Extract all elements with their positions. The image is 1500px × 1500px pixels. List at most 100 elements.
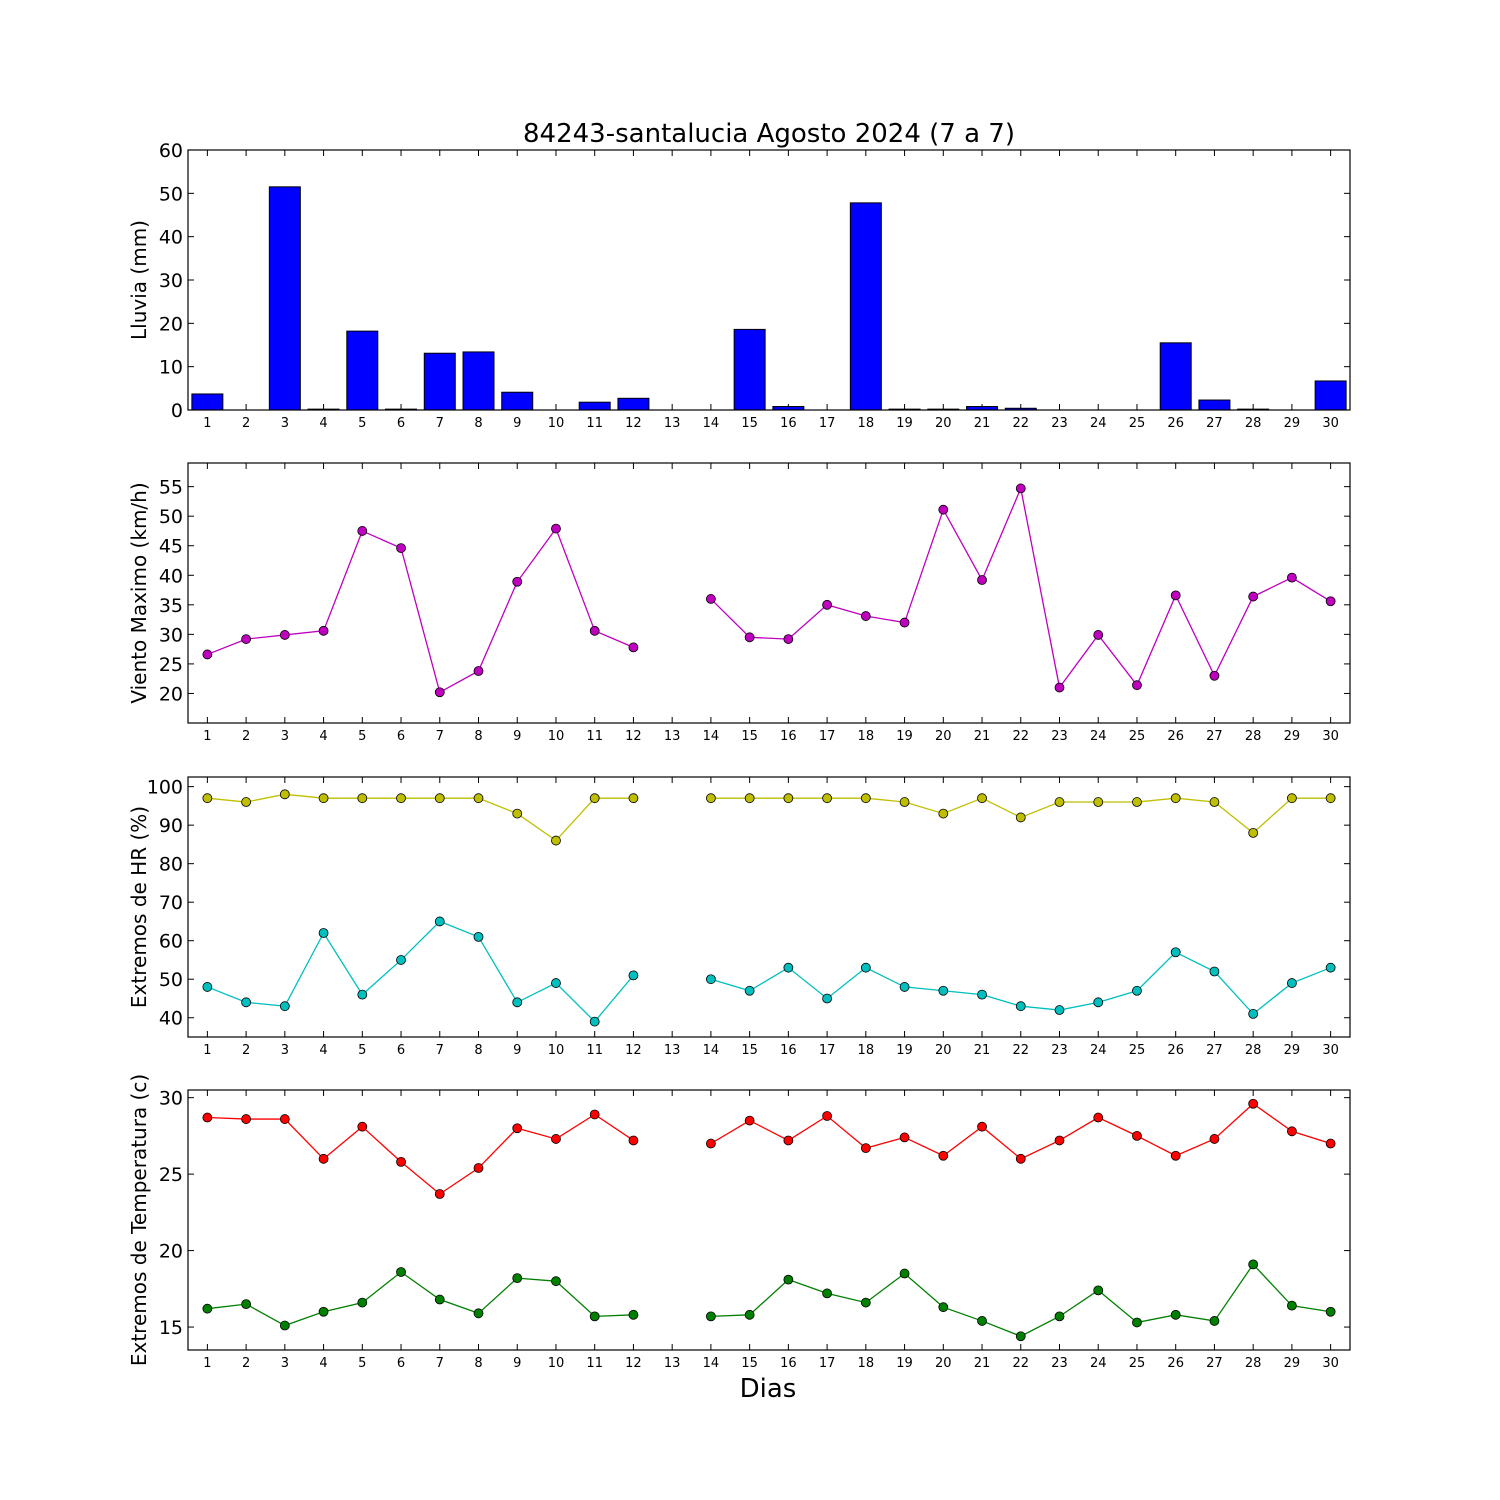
- temperature-xtick-label: 19: [896, 1356, 913, 1371]
- temperature-xtick-label: 18: [858, 1356, 875, 1371]
- humidity-series-1-point: [241, 997, 252, 1008]
- temperature-series-0-point: [1015, 1153, 1026, 1164]
- rainfall-xtick-label: 23: [1051, 416, 1068, 431]
- humidity-xtick-label: 5: [358, 1043, 366, 1058]
- humidity-xtick-label: 2: [242, 1043, 250, 1058]
- temperature-series-1-point: [357, 1297, 368, 1308]
- x-axis-label: Dias: [740, 1374, 797, 1404]
- temperature-series-0-point: [1325, 1138, 1336, 1149]
- humidity-series-0-point: [1170, 793, 1181, 804]
- max-wind-xtick-label: 17: [819, 729, 836, 744]
- humidity-series-1-point: [1170, 947, 1181, 958]
- temperature-series-1-point: [1325, 1306, 1336, 1317]
- temperature-series-1-point: [202, 1303, 213, 1314]
- temperature-series-1-point: [899, 1268, 910, 1279]
- temperature-series-1-point: [473, 1308, 484, 1319]
- temperature-series-0-point: [628, 1135, 639, 1146]
- max-wind-xtick-label: 16: [780, 729, 797, 744]
- humidity-xtick-label: 17: [819, 1043, 836, 1058]
- max-wind-y-axis-label: Viento Maximo (km/h): [127, 482, 151, 703]
- humidity-xtick-label: 1: [203, 1043, 211, 1058]
- temperature-series-1-point: [1248, 1259, 1259, 1270]
- temperature-series-0-point: [202, 1112, 213, 1123]
- humidity-series-0-point: [589, 793, 600, 804]
- temperature-series-1-point: [1054, 1311, 1065, 1322]
- temperature-series-0-point: [279, 1114, 290, 1124]
- rainfall-ytick-label: 60: [159, 140, 183, 162]
- rainfall-xtick-label: 24: [1090, 416, 1107, 431]
- humidity-series-0-point: [1093, 797, 1104, 807]
- temperature-series-0-point: [551, 1134, 561, 1144]
- max-wind-series-0-point: [977, 575, 987, 585]
- temperature-series-1-point: [589, 1311, 600, 1322]
- temperature-series-1-point: [279, 1320, 290, 1331]
- max-wind-xtick-label: 15: [741, 729, 758, 744]
- humidity-series-1-point: [589, 1016, 600, 1027]
- humidity-series-1-point: [357, 989, 368, 1000]
- max-wind-series-0-point: [1132, 680, 1142, 691]
- temperature-series-0-point: [1287, 1126, 1297, 1137]
- rainfall-bar: [501, 391, 534, 411]
- humidity-xtick-label: 20: [935, 1043, 952, 1058]
- temperature-series-1-point: [1015, 1331, 1026, 1342]
- max-wind-axes-frame: [187, 462, 1351, 724]
- humidity-xtick-label: 22: [1012, 1043, 1029, 1058]
- rainfall-xtick-label: 21: [974, 416, 991, 431]
- max-wind-xtick-label: 11: [586, 729, 603, 744]
- humidity-series-1-line: [207, 920, 634, 1023]
- humidity-series-1-point: [744, 985, 755, 996]
- temperature-series-0-point: [318, 1153, 329, 1164]
- humidity-xtick-label: 7: [436, 1043, 444, 1058]
- humidity-series-1-point: [822, 993, 832, 1004]
- humidity-xtick-label: 4: [319, 1043, 327, 1058]
- max-wind-series-0-point: [1170, 590, 1181, 601]
- humidity-ytick-label: 90: [159, 815, 183, 837]
- max-wind-ytick-label: 30: [159, 624, 183, 646]
- humidity-xtick-label: 25: [1129, 1043, 1146, 1058]
- humidity-xtick-label: 24: [1090, 1043, 1107, 1058]
- max-wind-xtick-label: 30: [1322, 729, 1339, 744]
- temperature-series-1-point: [744, 1309, 755, 1320]
- max-wind-xtick-label: 22: [1012, 729, 1029, 744]
- temperature-xtick-label: 10: [548, 1356, 565, 1371]
- max-wind-series-0-point: [1054, 682, 1065, 693]
- max-wind-xtick-label: 20: [935, 729, 952, 744]
- temperature-xtick-label: 9: [513, 1356, 521, 1371]
- rainfall-xtick-label: 7: [436, 416, 444, 431]
- rainfall-xtick-label: 12: [625, 416, 642, 431]
- rainfall-y-axis-label: Lluvia (mm): [127, 220, 151, 340]
- temperature-xtick-label: 7: [436, 1356, 444, 1371]
- humidity-series-0-point: [1248, 827, 1259, 838]
- humidity-xtick-label: 23: [1051, 1043, 1068, 1058]
- max-wind-xtick-label: 13: [664, 729, 681, 744]
- rainfall-xtick-label: 10: [548, 416, 565, 431]
- temperature-series-1-point: [1132, 1317, 1142, 1328]
- max-wind-xtick-label: 8: [474, 729, 482, 744]
- rainfall-xtick-label: 18: [858, 416, 875, 431]
- temperature-xtick-label: 23: [1051, 1356, 1068, 1371]
- max-wind-xtick-label: 23: [1051, 729, 1068, 744]
- temperature-xtick-label: 15: [741, 1356, 758, 1371]
- temperature-series-0-point: [744, 1115, 755, 1126]
- humidity-series-1-point: [1132, 985, 1142, 996]
- temperature-series-1-point: [628, 1309, 639, 1320]
- temperature-xtick-label: 13: [664, 1356, 681, 1371]
- humidity-xtick-label: 10: [548, 1043, 565, 1058]
- max-wind-series-0-point: [899, 617, 910, 628]
- max-wind-series-0-point: [860, 611, 871, 621]
- rainfall-bar: [1159, 342, 1192, 411]
- temperature-ytick-label: 25: [159, 1164, 183, 1186]
- rainfall-xtick-label: 5: [358, 416, 366, 431]
- humidity-series-1-point: [1248, 1008, 1259, 1019]
- max-wind-ytick-label: 45: [159, 536, 183, 558]
- humidity-series-1-point: [938, 985, 949, 996]
- humidity-xtick-label: 13: [664, 1043, 681, 1058]
- rainfall-axes-frame: [187, 149, 1351, 411]
- temperature-xtick-label: 17: [819, 1356, 836, 1371]
- rainfall-bar: [268, 186, 301, 411]
- humidity-xtick-label: 8: [474, 1043, 482, 1058]
- temperature-series-0-point: [241, 1114, 252, 1124]
- humidity-ytick-label: 100: [147, 777, 183, 799]
- max-wind-xtick-label: 10: [548, 729, 565, 744]
- max-wind-series-0-point: [744, 632, 755, 643]
